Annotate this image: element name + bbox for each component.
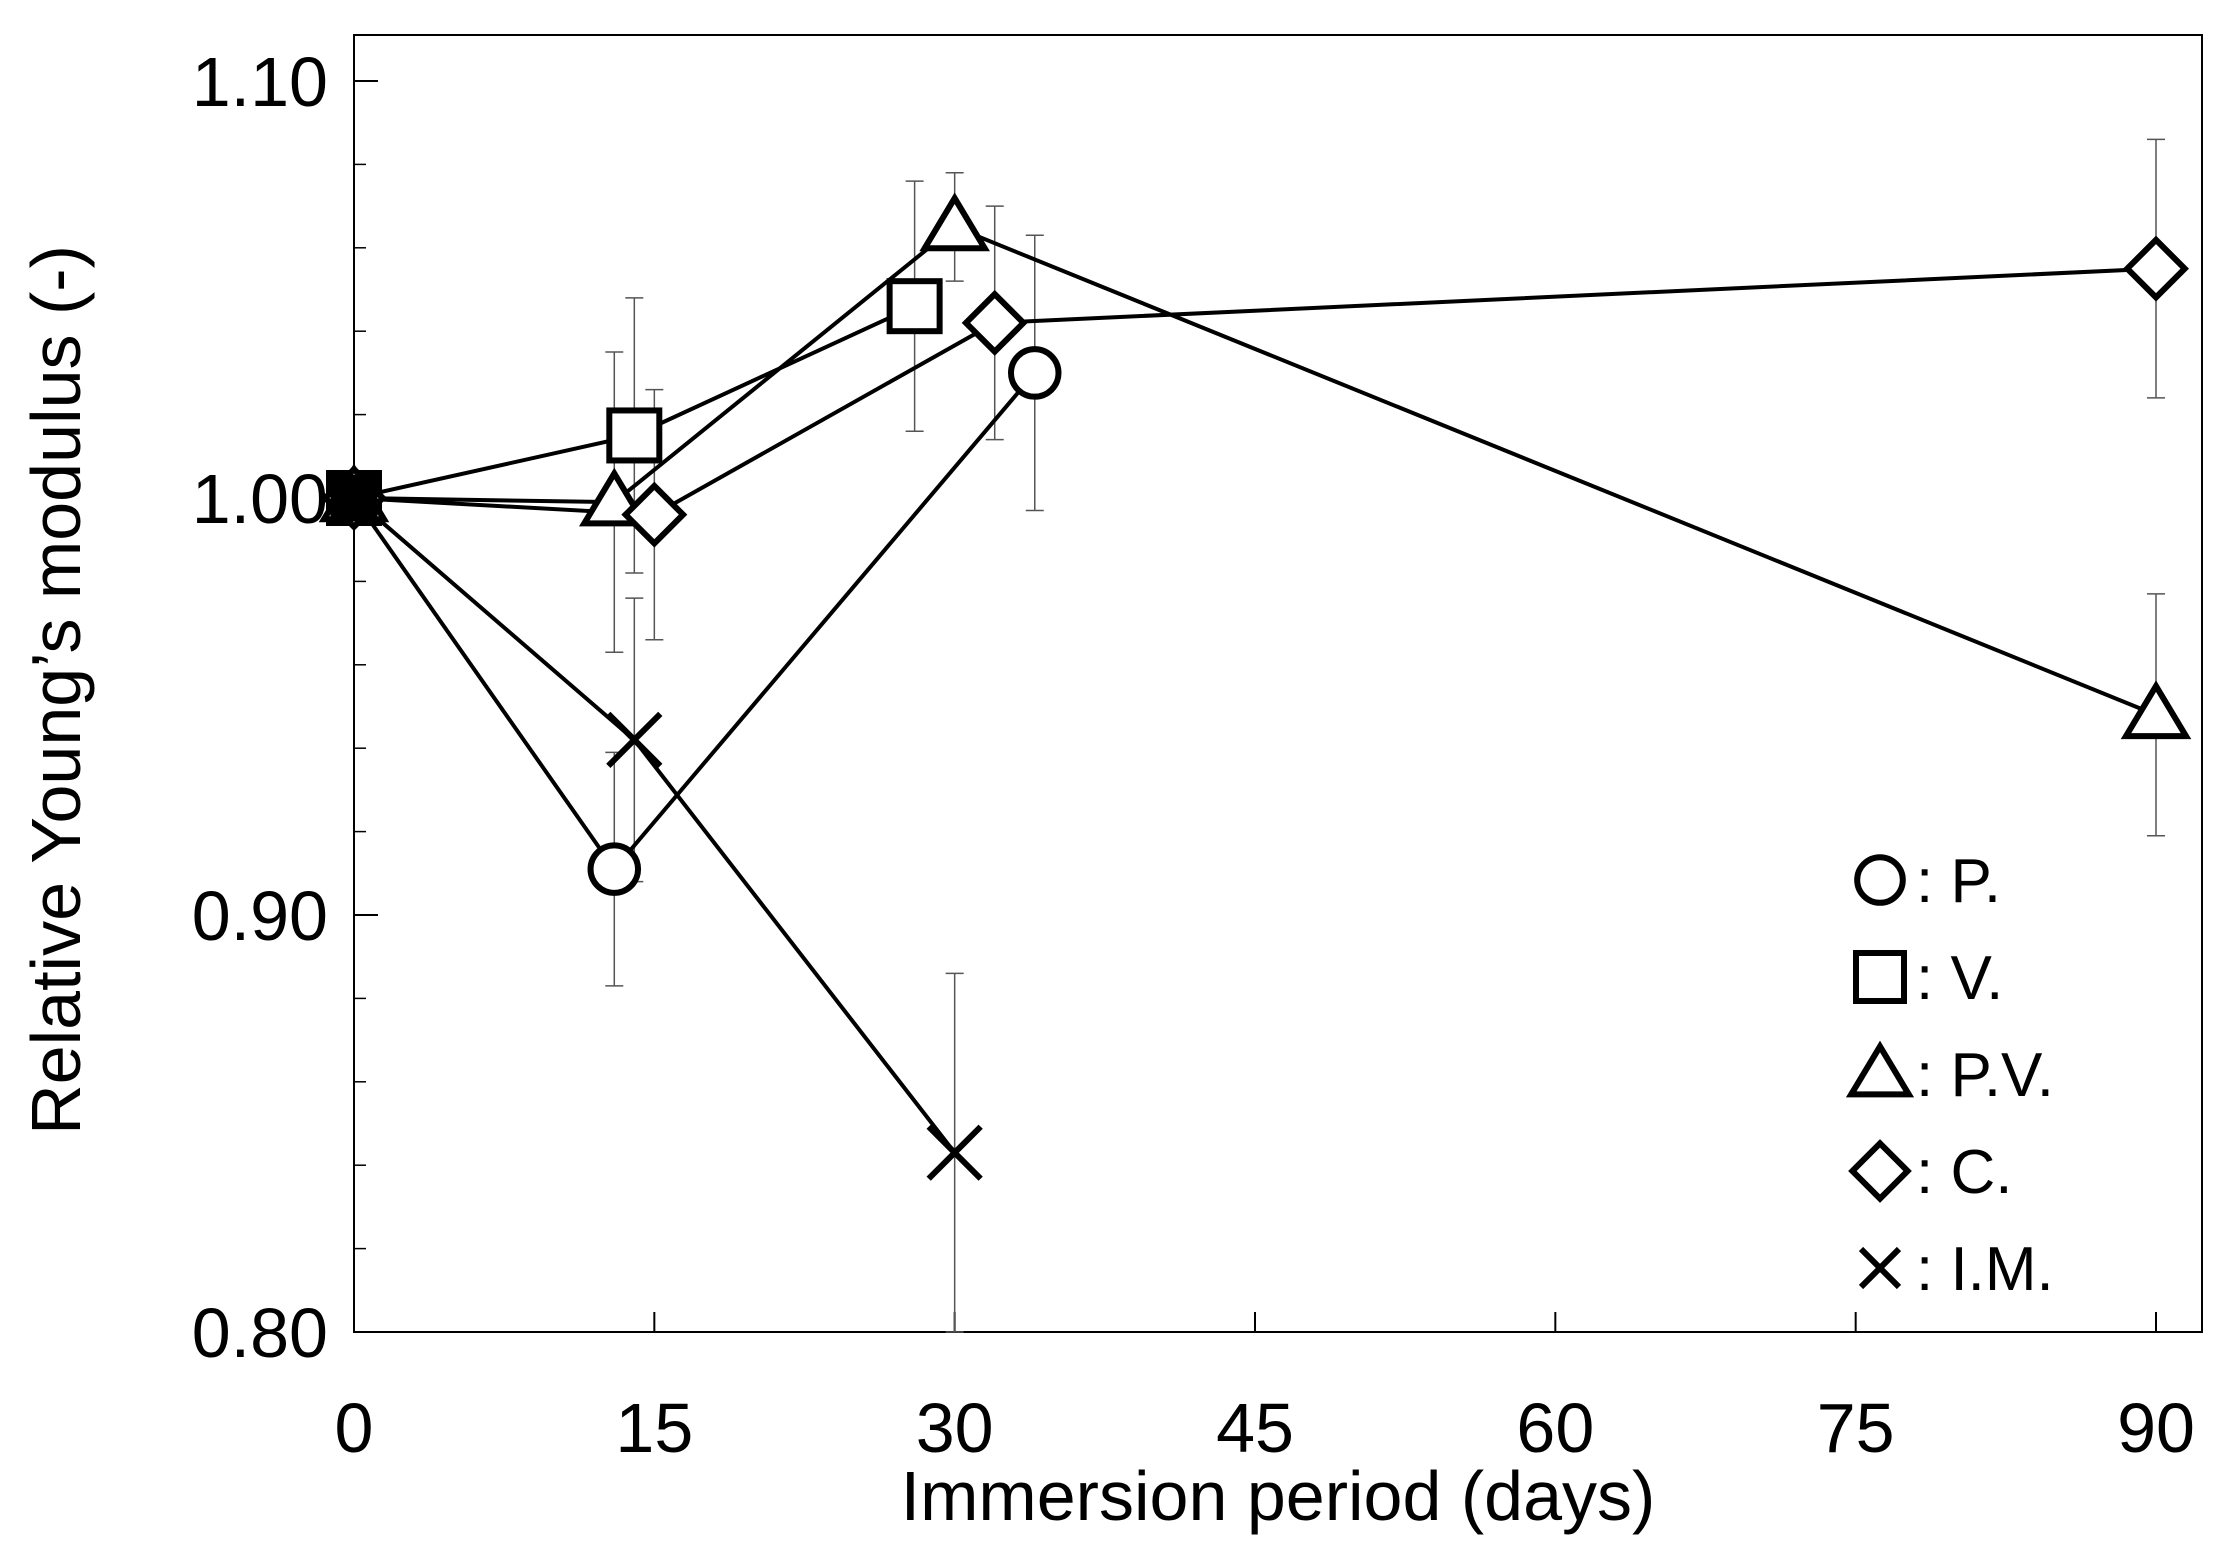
y-tick-label: 1.10 (192, 43, 328, 121)
y-tick-label: 0.80 (192, 1294, 328, 1372)
series-line-c (353, 266, 2157, 517)
legend-marker-p-v (1845, 1040, 1915, 1098)
marker-i-m (926, 1124, 983, 1181)
marker-v (886, 278, 943, 335)
legend-marker-c (1848, 1139, 1912, 1203)
plot-area (353, 34, 2203, 1333)
series-lines (352, 224, 2157, 1154)
series-line-p (352, 371, 1037, 873)
y-axis-title: Relative Young’s modulus (-) (17, 245, 95, 1135)
y-tick-label: 0.90 (192, 877, 328, 955)
marker-i-m (606, 711, 663, 768)
x-tick-label: 90 (2117, 1389, 2195, 1467)
y-tick-label: 1.00 (192, 460, 328, 538)
legend-label-c: : C. (1916, 1138, 2012, 1207)
axis-ticks (353, 80, 2157, 1333)
marker-c (961, 289, 1028, 356)
marker-c (2123, 235, 2189, 302)
x-tick-label: 30 (916, 1389, 994, 1467)
legend-label-p: : P. (1916, 847, 2001, 916)
legend: : P. : V. : P.V. : C. : I.M. (1845, 847, 2054, 1304)
x-tick-label: 60 (1516, 1389, 1594, 1467)
legend-label-p-v: : P.V. (1916, 1041, 2054, 1110)
series-line-p-v (353, 224, 2157, 717)
marker-p (1008, 346, 1062, 400)
data-markers (318, 192, 2192, 1181)
legend-label-v: : V. (1916, 944, 2003, 1013)
marker-c (621, 481, 688, 548)
marker-v (606, 407, 663, 464)
legend-marker-v (1853, 950, 1907, 1004)
x-tick-label: 0 (335, 1389, 374, 1467)
x-tick-label: 15 (615, 1389, 693, 1467)
legend-marker-p (1854, 854, 1906, 906)
legend-label-i-m: : I.M. (1916, 1235, 2054, 1304)
x-tick-label: 45 (1216, 1389, 1294, 1467)
legend-marker-i-m (1858, 1246, 1902, 1290)
x-tick-label: 75 (1817, 1389, 1895, 1467)
marker-start-point (330, 474, 378, 522)
marker-p-v (2120, 680, 2192, 740)
x-axis-title: Immersion period (days) (901, 1457, 1656, 1535)
marker-p (587, 842, 642, 896)
marker-p-v (919, 192, 990, 252)
tick-labels: 0 15 30 45 60 75 90 0.80 0.90 1.00 1.10 (192, 43, 2195, 1467)
